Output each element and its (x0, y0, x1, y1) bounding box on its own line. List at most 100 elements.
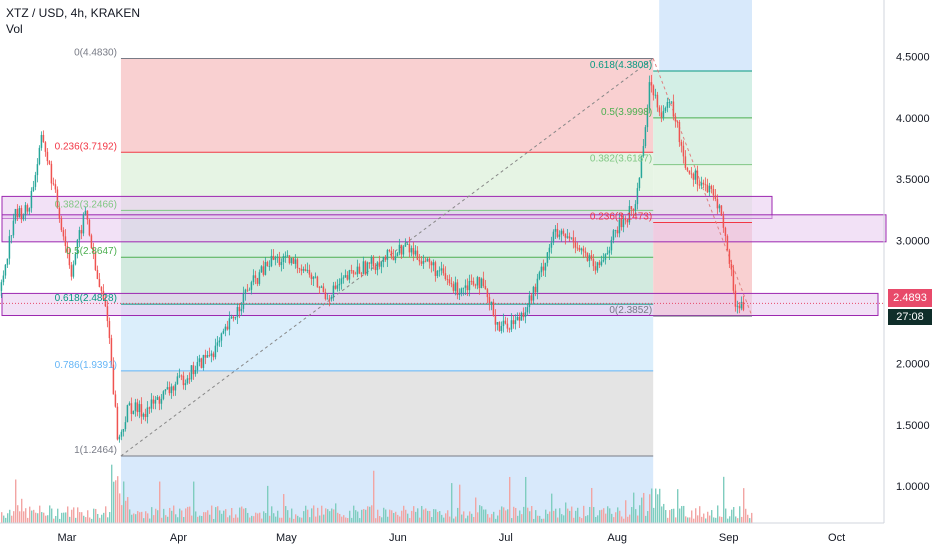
candle-body (158, 397, 161, 404)
volume-bar (479, 505, 481, 523)
volume-bar (89, 517, 91, 523)
volume-bar (115, 480, 117, 523)
candle-body (238, 306, 241, 312)
candle-body (432, 262, 435, 266)
volume-bar (751, 512, 753, 523)
volume-bar (375, 518, 377, 523)
candle (126, 404, 129, 423)
candle-body (570, 237, 573, 239)
volume-bar (141, 511, 143, 523)
candle (384, 254, 387, 262)
candle-body (540, 266, 543, 273)
candle-body (188, 378, 191, 380)
candle (618, 212, 621, 238)
candle-body (682, 145, 685, 157)
candle (644, 125, 647, 149)
volume-bar (613, 517, 615, 523)
candle (60, 215, 63, 233)
candle (708, 182, 711, 197)
candle (382, 256, 385, 268)
candle-body (206, 355, 209, 358)
volume-bar (633, 492, 635, 523)
volume-bar (539, 515, 541, 523)
volume-bar (661, 506, 663, 523)
candle-body (222, 330, 225, 334)
candle-body (4, 264, 7, 276)
volume-bar (417, 508, 419, 523)
candle-body (42, 134, 45, 143)
candle (516, 312, 519, 321)
candle-body (150, 399, 153, 409)
candle (694, 168, 697, 185)
candle (388, 249, 391, 253)
candle-body (318, 287, 321, 289)
candle-body (438, 270, 441, 272)
candle (346, 271, 349, 281)
volume-bar (629, 514, 631, 523)
candle (670, 101, 673, 105)
volume-bar (165, 515, 167, 523)
candle-body (200, 358, 203, 368)
volume-bar (507, 509, 509, 523)
fib-level-label: 0.5(2.8647) (66, 246, 117, 257)
volume-bar (691, 510, 693, 523)
volume-bar (293, 518, 295, 523)
candle (654, 88, 657, 99)
candle-body (322, 286, 325, 293)
volume-bar (357, 511, 359, 523)
volume-bar (253, 516, 255, 523)
volume-bar (233, 517, 235, 523)
candle (20, 205, 23, 224)
candle-body (192, 365, 195, 375)
volume-bar (97, 513, 99, 523)
volume-bar (241, 506, 243, 523)
candle (536, 273, 539, 300)
candle (614, 229, 617, 238)
volume-bar (67, 506, 69, 523)
candle (714, 189, 717, 202)
volume-bar (685, 516, 687, 523)
candle-body (134, 402, 137, 411)
volume-bar (447, 510, 449, 523)
candle (178, 368, 181, 379)
candle-body (720, 205, 723, 216)
fib-trend-line[interactable] (652, 58, 753, 317)
candle-body (178, 375, 181, 377)
volume-bar (123, 481, 125, 523)
volume-bar (29, 506, 31, 523)
volume-indicator-label[interactable]: Vol (6, 22, 23, 36)
candle-body (128, 403, 131, 406)
candle (236, 304, 239, 325)
candle (642, 139, 645, 158)
candle-body (604, 254, 607, 260)
candle-body (414, 250, 417, 255)
candle-body (612, 230, 615, 240)
candle (302, 266, 305, 274)
zone-middle[interactable] (1, 214, 887, 243)
candle-body (568, 236, 571, 239)
candle-body (228, 318, 231, 330)
candle-body (104, 299, 107, 307)
volume-bar (215, 507, 217, 523)
candle-body (44, 142, 47, 152)
candle (288, 255, 291, 265)
volume-bar (169, 507, 171, 523)
candle (66, 241, 69, 259)
candle-body (276, 256, 279, 258)
candle-body (36, 164, 39, 176)
candle (542, 259, 545, 276)
volume-bar (713, 517, 715, 523)
candle-body (16, 208, 19, 218)
candle-body (162, 391, 165, 399)
volume-bar (461, 514, 463, 523)
candle-body (48, 161, 51, 164)
candle-body (530, 295, 533, 301)
volume-bar (229, 515, 231, 523)
candle-body (168, 387, 171, 394)
candle-body (246, 289, 249, 291)
candle-body (728, 250, 731, 264)
volume-bar (411, 510, 413, 523)
candle (238, 303, 241, 319)
candle (34, 171, 37, 191)
